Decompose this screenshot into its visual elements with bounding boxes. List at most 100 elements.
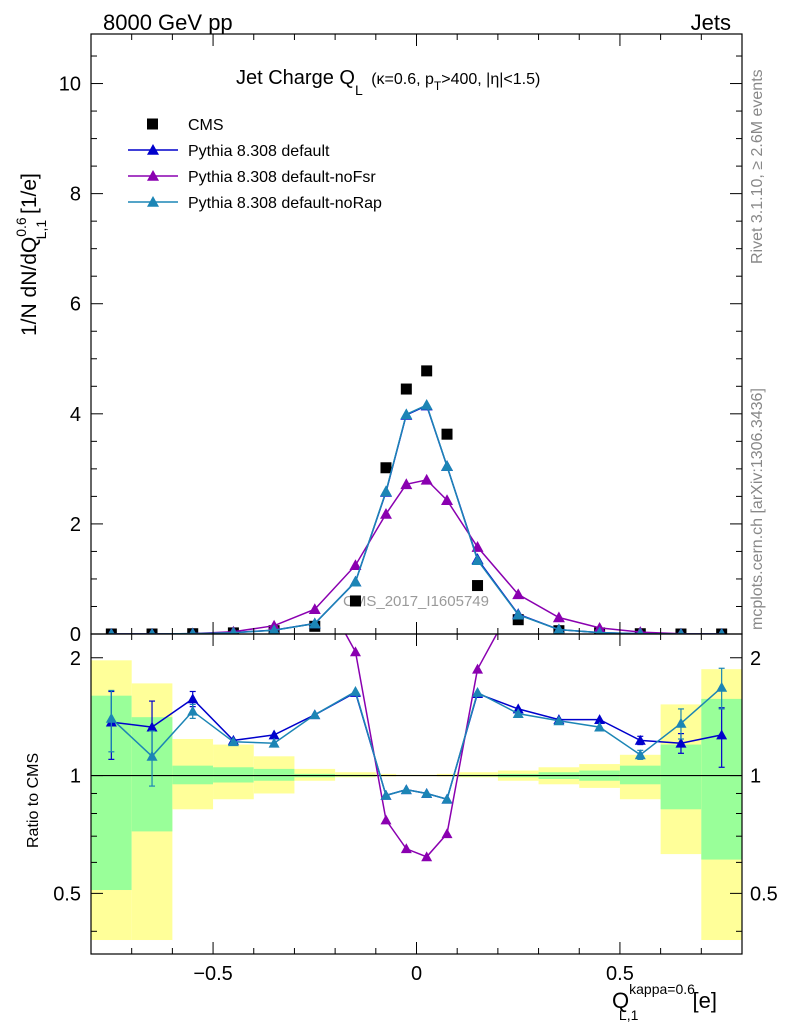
noFsr-point-13 <box>552 611 565 623</box>
default-ratio-point-16 <box>675 737 687 748</box>
noRap-ratio-point-15 <box>634 749 646 760</box>
noRap-ratio-point-10 <box>441 793 453 804</box>
noFsr-ratio-point-11 <box>472 663 484 674</box>
noRap-point-12 <box>512 608 525 620</box>
noRap-point-14 <box>595 626 604 634</box>
noRap-point-4 <box>268 624 280 634</box>
noRap-point-9 <box>420 399 433 410</box>
x-tick-label: 0.5 <box>606 963 634 985</box>
noRap-point-0 <box>108 628 115 634</box>
x-axis-label-sub: L,1 <box>619 1007 639 1023</box>
noFsr-point-8 <box>400 478 413 490</box>
noRap-point-8 <box>400 408 413 420</box>
ratio-y-tick-label: 1 <box>70 766 81 788</box>
noRap-ratio-point-2 <box>187 705 199 716</box>
noRap-line <box>111 403 722 634</box>
main-panel: CMS_2017_I1605749 0 2 4 6 8 10 Jet Charge QL … <box>13 33 743 646</box>
y-axis-label-sup: 0.6 <box>13 217 29 237</box>
cms-point-7 <box>380 462 392 474</box>
noRap-point-15 <box>636 627 644 634</box>
x-tick-label: 0 <box>411 963 422 985</box>
noFsr-point-10 <box>441 494 454 506</box>
band-inner-bin-16 <box>660 744 702 810</box>
noFsr-ratio-point-7 <box>380 814 392 825</box>
noRap-point-7 <box>379 485 392 497</box>
band-inner-bin-4 <box>253 768 295 781</box>
legend-label-noFsr: Pythia 8.308 default-noFsr <box>188 169 376 186</box>
legend-label-noRap: Pythia 8.308 default-noRap <box>188 195 382 212</box>
default-ratio-point-4 <box>268 729 280 740</box>
legend: CMS Pythia 8.308 default Pythia 8.308 defa… <box>128 117 382 212</box>
legend-label-cms: CMS <box>188 117 224 134</box>
y-tick-label: 0 <box>70 624 81 646</box>
legend-marker-cms <box>147 118 158 130</box>
x-axis-label: Qkappa=0.6 L,1 [e] <box>612 981 717 1023</box>
noRap-point-11 <box>471 554 484 566</box>
cms-point-8 <box>400 383 412 395</box>
noRap-point-5 <box>308 617 321 629</box>
noRap-ratio-point-3 <box>227 736 239 747</box>
noRap-ratio-point-4 <box>268 737 280 748</box>
x-tick-label: −0.5 <box>193 963 232 985</box>
noFsr-point-12 <box>512 588 525 600</box>
ratio-y-tick-label-right: 1 <box>750 766 761 788</box>
header-energy: 8000 GeV pp <box>103 10 233 35</box>
noRap-ratio-point-17 <box>716 681 728 692</box>
noRap-point-6 <box>349 575 362 587</box>
noFsr-ratio-point-6 <box>349 646 361 657</box>
cms-point-6 <box>349 595 361 607</box>
y-tick-label: 10 <box>59 74 81 96</box>
cms-point-11 <box>472 580 484 592</box>
x-axis-label-unit: [e] <box>686 988 717 1013</box>
noFsr-ratio-point-9 <box>421 851 433 862</box>
noFsr-ratio-point-10 <box>441 828 453 839</box>
cms-point-9 <box>421 365 433 377</box>
noRap-point-3 <box>229 626 238 634</box>
header-process: Jets <box>691 10 731 35</box>
legend-marker-noFsr <box>147 170 159 181</box>
noRap-ratio-point-13 <box>553 715 565 726</box>
legend-label-default: Pythia 8.308 default <box>188 143 330 160</box>
noRap-ratio-point-7 <box>380 789 392 800</box>
noRap-point-13 <box>553 623 565 634</box>
noRap-ratio-point-12 <box>512 708 524 718</box>
default-ratio-point-17 <box>716 729 728 740</box>
ratio-y-tick-label-right: 0.5 <box>750 883 778 905</box>
watermark: CMS_2017_I1605749 <box>343 593 489 610</box>
y-tick-label: 4 <box>70 404 81 426</box>
plot-title-rest: (κ=0.6, p <box>367 71 434 88</box>
noRap-ratio-point-0 <box>105 712 117 723</box>
noFsr-point-7 <box>379 508 392 519</box>
default-ratio-point-14 <box>594 714 606 724</box>
plot-title-end: >400, |η|<1.5) <box>441 71 540 88</box>
plot-title-main: Jet Charge Q <box>236 67 355 89</box>
noFsr-point-6 <box>349 559 362 570</box>
cms-point-12 <box>512 614 524 626</box>
ratio-y-label: Ratio to CMS <box>25 753 42 848</box>
ratio-y-tick-label: 0.5 <box>53 883 81 905</box>
noFsr-ratio-line-0 <box>344 634 498 858</box>
noRap-point-16 <box>677 628 685 634</box>
noFsr-point-5 <box>308 603 321 615</box>
band-inner-bin-3 <box>213 767 254 783</box>
legend-marker-default <box>147 144 159 155</box>
plot-title-sub2: T <box>434 79 442 93</box>
x-axis-label-sup: kappa=0.6 <box>629 981 695 997</box>
cms-point-10 <box>441 428 453 440</box>
noRap-ratio-point-14 <box>594 721 606 732</box>
y-tick-label: 6 <box>70 294 81 316</box>
noRap-point-10 <box>441 460 454 471</box>
ratio-y-tick-label: 2 <box>70 648 81 670</box>
noFsr-ratio-point-5 <box>309 572 320 582</box>
noRap-ratio-point-8 <box>400 784 412 795</box>
noRap-ratio-point-9 <box>421 787 433 798</box>
default-ratio-point-1 <box>146 721 158 732</box>
y-axis-label-main: 1/N dN/dQ <box>18 237 41 336</box>
y-axis-label-unit: [1/e] <box>18 173 41 220</box>
y-tick-label: 2 <box>70 514 81 536</box>
default-ratio-point-15 <box>634 734 646 745</box>
ratio-axes: 0.5 0.5 1 1 2 2 −0.5 0 0.5 <box>53 633 778 985</box>
noRap-ratio-point-11 <box>472 687 484 697</box>
noFsr-line <box>111 479 722 634</box>
